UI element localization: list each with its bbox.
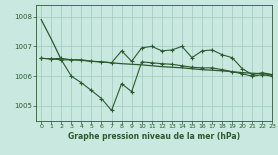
X-axis label: Graphe pression niveau de la mer (hPa): Graphe pression niveau de la mer (hPa) (68, 132, 240, 141)
